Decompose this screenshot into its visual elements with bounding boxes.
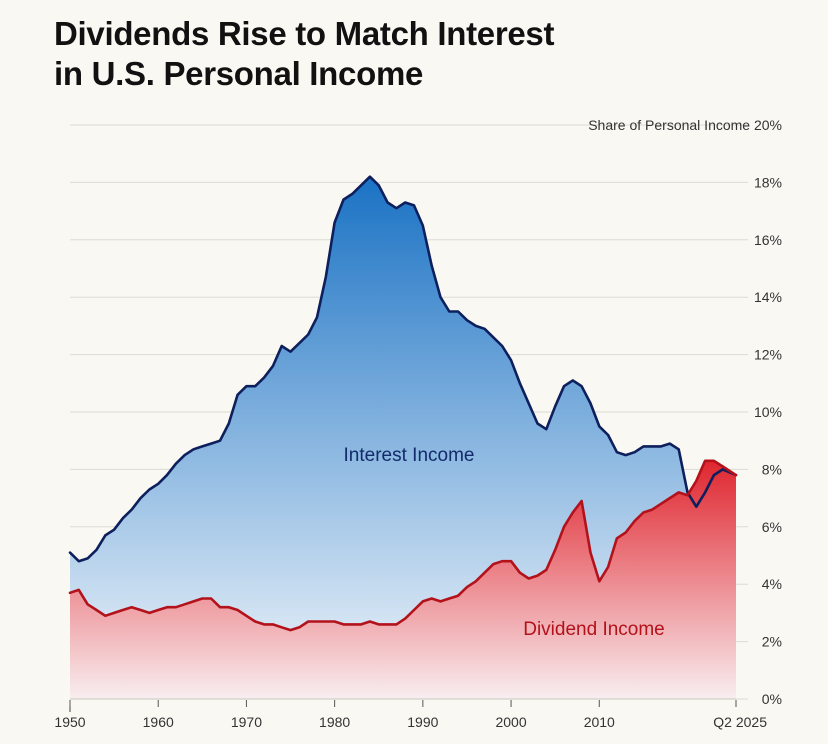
x-tick-label-4: 1990 — [407, 714, 438, 730]
x-tick-label-0: 1950 — [54, 714, 85, 730]
dividend-income-label: Dividend Income — [523, 619, 665, 640]
x-tick-label-3: 1980 — [319, 714, 350, 730]
x-tick-label-1: 1960 — [143, 714, 174, 730]
interest-income-label: Interest Income — [344, 445, 475, 466]
chart-title-line-2: in U.S. Personal Income — [54, 55, 424, 92]
chart-title: Dividends Rise to Match Interest in U.S.… — [54, 14, 774, 94]
y-tick-label-18: 18% — [754, 174, 782, 190]
x-tick-label-2: 1970 — [231, 714, 262, 730]
series-areas — [70, 176, 736, 699]
y-tick-label-14: 14% — [754, 289, 782, 305]
y-tick-label-0: 0% — [762, 691, 782, 707]
axes: 0% 2% 4% 6% 8% 10% 12% 14% 16% 18% Share of Person… — [54, 117, 782, 730]
x-tick-label-7: Q2 2025 — [713, 714, 767, 730]
y-tick-label-10: 10% — [754, 404, 782, 420]
y-tick-label-2: 2% — [762, 634, 782, 650]
x-tick-label-5: 2000 — [495, 714, 526, 730]
dividend-income-line — [68, 459, 738, 632]
chart-title-line-1: Dividends Rise to Match Interest — [54, 15, 555, 52]
y-tick-label-4: 4% — [762, 576, 782, 592]
y-tick-label-6: 6% — [762, 519, 782, 535]
y-tick-label-16: 16% — [754, 232, 782, 248]
series-lines — [68, 175, 738, 632]
dividend-income-area — [70, 460, 736, 699]
y-tick-label-20: Share of Personal Income 20% — [588, 117, 782, 133]
x-tick-label-6: 2010 — [584, 714, 615, 730]
interest-income-line — [68, 175, 738, 563]
y-tick-label-12: 12% — [754, 347, 782, 363]
y-tick-label-8: 8% — [762, 461, 782, 477]
